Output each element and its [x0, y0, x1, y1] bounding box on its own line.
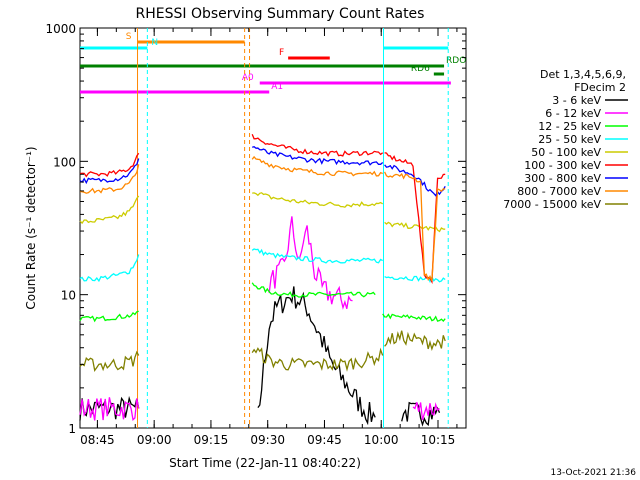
chart-title: RHESSI Observing Summary Count Rates — [136, 6, 425, 22]
series-3_6keV — [79, 286, 441, 427]
series-line-1-2 — [412, 402, 440, 421]
flag-label-s: S — [126, 32, 132, 42]
series-12_25keV — [79, 282, 446, 323]
series-100_300keV — [79, 134, 446, 285]
flag-label-rdo: RDO — [446, 56, 466, 66]
series-line-0-0 — [79, 395, 140, 421]
series-line-6-1 — [252, 145, 384, 166]
series-7000_15000keV — [79, 330, 446, 373]
flag-label-f: F — [279, 48, 284, 58]
series-line-5-2 — [384, 152, 446, 285]
series-layer — [79, 134, 446, 427]
y-tick-label-3: 1000 — [45, 22, 76, 36]
legend-label-6: 300 - 800 keV — [524, 172, 601, 185]
x-tick-label-3: 09:30 — [250, 433, 285, 447]
x-tick-label-0: 08:45 — [80, 433, 115, 447]
vertical-markers — [137, 28, 449, 428]
series-line-2-2 — [382, 313, 446, 322]
x-tick-label-5: 10:00 — [364, 433, 399, 447]
legend-label-3: 25 - 50 keV — [538, 133, 601, 146]
series-line-0-1 — [257, 286, 376, 426]
x-tick-label-4: 09:45 — [307, 433, 342, 447]
flag-label-n: N — [151, 38, 158, 48]
x-tick-label-1: 09:00 — [137, 433, 172, 447]
y-axis-label: Count Rate (s⁻¹ detector⁻¹) — [24, 146, 38, 309]
series-line-1-1 — [268, 216, 353, 310]
legend-label-0: 3 - 6 keV — [552, 94, 601, 107]
legend-label-2: 12 - 25 keV — [538, 120, 601, 133]
legend-title-line-0: Det 1,3,4,5,6,9, — [540, 68, 626, 81]
x-tick-label-6: 10:15 — [421, 433, 456, 447]
flag-label-a0: A0 — [242, 73, 254, 83]
series-line-8-2 — [384, 330, 446, 352]
series-line-2-1 — [251, 282, 376, 298]
flag-label-a1: A1 — [271, 82, 283, 92]
flags-layer: S N F RDO RD6 A0 A1 — [80, 32, 466, 94]
series-800_7000keV — [79, 155, 446, 282]
series-line-0-2 — [401, 401, 441, 427]
flag-label-rd6: RD6 — [411, 64, 430, 74]
axes-layer: 1 10 100 1000 08:45 09:00 09:15 09:30 09:45 10:00… — [45, 22, 466, 447]
series-line-8-1 — [251, 347, 384, 372]
legend-label-8: 7000 - 15000 keV — [503, 198, 601, 211]
series-line-2-0 — [79, 310, 139, 323]
series-line-7-0 — [79, 164, 140, 194]
series-line-7-2 — [384, 171, 446, 282]
y-tick-label-0: 1 — [68, 422, 76, 436]
x-tick-label-2: 09:15 — [194, 433, 229, 447]
legend-title-line-1: FDecim 2 — [574, 81, 626, 94]
series-line-5-0 — [79, 152, 140, 178]
plot-area — [79, 27, 467, 429]
legend-label-4: 50 - 100 keV — [531, 146, 601, 159]
legend-label-7: 800 - 7000 keV — [517, 185, 601, 198]
footer-timestamp: 13-Oct-2021 21:36 — [551, 468, 637, 478]
series-line-8-0 — [79, 350, 140, 373]
legend-label-1: 6 - 12 keV — [545, 107, 601, 120]
series-line-3-0 — [79, 254, 140, 283]
x-axis-label: Start Time (22-Jan-11 08:40:22) — [169, 456, 361, 470]
series-line-3-1 — [251, 248, 384, 264]
y-tick-label-2: 100 — [53, 155, 76, 169]
legend-label-5: 100 - 300 keV — [524, 159, 601, 172]
series-50_100keV — [79, 192, 446, 233]
series-line-5-1 — [251, 134, 384, 157]
series-line-4-1 — [252, 192, 384, 208]
plot-frame — [79, 27, 467, 429]
series-300_800keV — [79, 145, 446, 197]
series-line-7-1 — [251, 155, 383, 177]
series-line-4-0 — [79, 195, 140, 225]
y-tick-label-1: 10 — [61, 289, 76, 303]
series-line-3-2 — [384, 275, 446, 284]
series-line-6-0 — [79, 158, 140, 185]
series-25_50keV — [79, 248, 446, 284]
series-6_12keV — [79, 216, 440, 422]
series-line-1-0 — [79, 397, 140, 422]
